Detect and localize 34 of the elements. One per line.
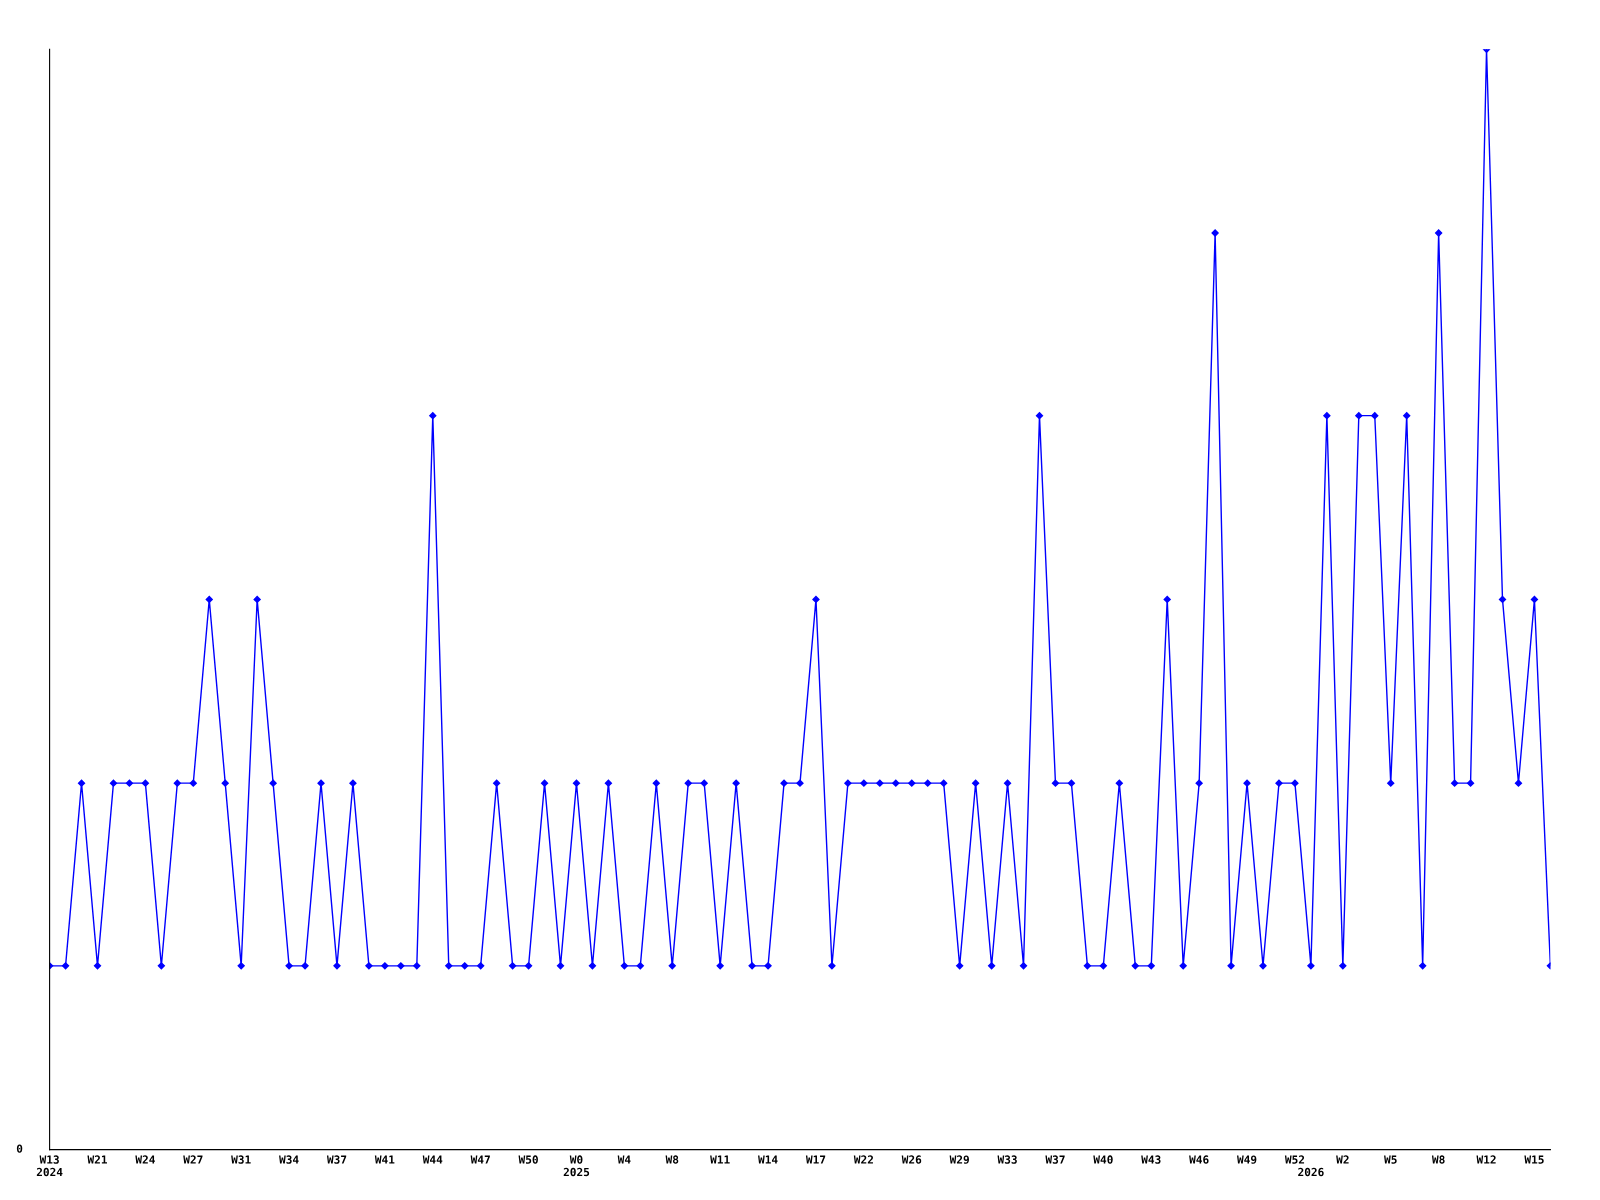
x-tick-label: W15	[1524, 1155, 1544, 1164]
text: 0	[16, 1144, 23, 1153]
x-tick-label: W40	[1093, 1155, 1113, 1164]
x-tick-label: W13 2024	[36, 1155, 63, 1177]
x-tick-label: W5	[1384, 1155, 1397, 1164]
x-tick-label: W8	[665, 1155, 679, 1164]
x-tick-label: W33	[997, 1155, 1017, 1164]
x-tick-label: W17	[805, 1155, 826, 1164]
x-tick-label: W11	[710, 1155, 730, 1164]
x-tick-label: W43	[1141, 1155, 1161, 1164]
x-tick-label: W27	[183, 1155, 203, 1164]
x-tick-label: W8	[1431, 1155, 1445, 1164]
x-tick-label: W34	[279, 1155, 299, 1164]
x-tick-label: W4	[617, 1155, 631, 1164]
x-tick-label: W37	[326, 1155, 347, 1164]
x-tick-label: W22	[853, 1155, 873, 1164]
x-tick-label: 2026	[1298, 1167, 1324, 1177]
x-tick-label: W50	[518, 1155, 538, 1164]
x-tick-label: W31	[231, 1155, 251, 1164]
x-tick-label: W26	[901, 1155, 922, 1164]
x-tick-label: W47	[470, 1155, 490, 1164]
x-tick-label: W44	[422, 1155, 443, 1164]
x-tick-label: W2	[1336, 1155, 1349, 1164]
x-tick-label: W41	[374, 1155, 395, 1164]
x-tick-label: W37	[1045, 1155, 1065, 1164]
x-tick-label: W21	[87, 1155, 107, 1164]
x-tick-label: W12	[1476, 1155, 1496, 1164]
x-tick-label: W24	[135, 1155, 155, 1164]
x-tick-label: W14	[758, 1155, 778, 1164]
x-tick-label: W46	[1189, 1155, 1209, 1164]
x-tick-label: W0 2025	[563, 1155, 590, 1177]
x-tick-label: W29	[949, 1155, 969, 1164]
x-tick-label: W49	[1237, 1155, 1257, 1164]
x-tick-label: W52	[1284, 1155, 1305, 1164]
